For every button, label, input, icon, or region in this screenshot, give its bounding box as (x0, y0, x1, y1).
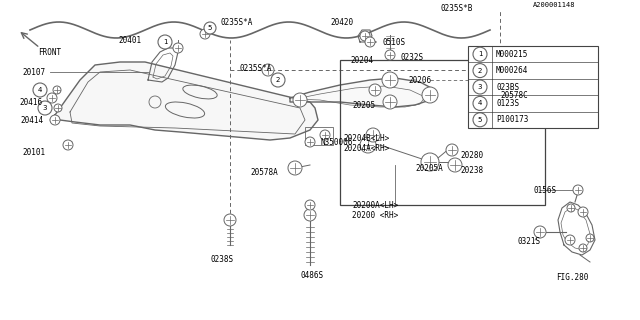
Text: 3: 3 (43, 105, 47, 111)
Text: 20204: 20204 (350, 55, 373, 65)
Text: 20401: 20401 (118, 36, 141, 44)
Text: P100173: P100173 (496, 115, 529, 124)
Text: 20205: 20205 (352, 100, 375, 109)
Text: 0235S*A: 0235S*A (239, 63, 271, 73)
Circle shape (224, 214, 236, 226)
Text: M000215: M000215 (496, 50, 529, 59)
Text: 20238: 20238 (460, 165, 483, 174)
Circle shape (567, 204, 575, 212)
Text: 023BS: 023BS (496, 83, 519, 92)
Circle shape (305, 137, 315, 147)
Text: 0232S: 0232S (400, 52, 423, 61)
Polygon shape (290, 78, 435, 107)
Circle shape (492, 85, 502, 95)
Text: 20578A: 20578A (250, 167, 278, 177)
Circle shape (63, 140, 73, 150)
Text: FRONT: FRONT (38, 47, 61, 57)
Text: 20280: 20280 (460, 150, 483, 159)
Circle shape (204, 22, 216, 34)
Circle shape (304, 209, 316, 221)
Circle shape (288, 161, 302, 175)
Circle shape (383, 95, 397, 109)
Text: 20578C: 20578C (500, 91, 528, 100)
Text: 1: 1 (163, 39, 167, 45)
Circle shape (382, 72, 398, 88)
Circle shape (473, 96, 487, 110)
Circle shape (33, 83, 47, 97)
Text: 20204A<RH>: 20204A<RH> (343, 143, 389, 153)
Circle shape (422, 87, 438, 103)
Circle shape (320, 130, 330, 140)
Circle shape (262, 64, 274, 76)
Circle shape (448, 158, 462, 172)
Circle shape (473, 64, 487, 78)
Circle shape (421, 153, 439, 171)
Bar (468, 46, 598, 128)
Circle shape (446, 144, 458, 156)
Bar (305, 127, 333, 145)
Text: 20107: 20107 (22, 68, 45, 76)
Circle shape (473, 80, 487, 94)
Text: 5: 5 (208, 25, 212, 31)
Circle shape (360, 137, 376, 153)
Text: 5: 5 (478, 117, 482, 123)
Circle shape (573, 185, 583, 195)
Circle shape (305, 200, 315, 210)
Circle shape (586, 234, 594, 242)
Text: 0321S: 0321S (518, 237, 541, 246)
Text: 1: 1 (477, 51, 483, 57)
Bar (340, 60, 545, 205)
Circle shape (579, 244, 587, 252)
Text: 2: 2 (478, 68, 482, 74)
Text: 20206: 20206 (408, 76, 431, 84)
Circle shape (473, 113, 487, 127)
Text: 0510S: 0510S (382, 37, 405, 46)
Circle shape (473, 47, 487, 61)
Circle shape (369, 84, 381, 96)
Text: 20205A: 20205A (415, 164, 443, 172)
Text: 0156S: 0156S (534, 186, 557, 195)
Circle shape (293, 93, 307, 107)
Text: N350006: N350006 (320, 138, 353, 147)
Text: 20420: 20420 (330, 18, 353, 27)
Circle shape (365, 37, 375, 47)
Polygon shape (55, 62, 318, 140)
Text: 4: 4 (38, 87, 42, 93)
Circle shape (366, 128, 380, 142)
Text: 20200A<LH>: 20200A<LH> (352, 201, 398, 210)
Text: 20414: 20414 (20, 116, 43, 124)
Text: FIG.280: FIG.280 (556, 273, 588, 282)
Text: 0235S*B: 0235S*B (440, 4, 472, 12)
Text: 0238S: 0238S (210, 255, 233, 265)
Text: 0235S*A: 0235S*A (220, 18, 252, 27)
Circle shape (385, 50, 395, 60)
Circle shape (565, 235, 575, 245)
Circle shape (158, 35, 172, 49)
Text: 20416: 20416 (19, 98, 42, 107)
Circle shape (50, 115, 60, 125)
Text: 3: 3 (477, 84, 483, 90)
Text: 20101: 20101 (22, 148, 45, 156)
Text: A200001148: A200001148 (532, 2, 575, 8)
Text: 20204B<LH>: 20204B<LH> (343, 133, 389, 142)
Circle shape (38, 101, 52, 115)
Circle shape (47, 93, 57, 103)
Circle shape (360, 31, 370, 41)
Circle shape (578, 207, 588, 217)
Circle shape (200, 29, 210, 39)
Circle shape (271, 73, 285, 87)
Text: 20200 <RH>: 20200 <RH> (352, 211, 398, 220)
Text: M000264: M000264 (496, 66, 529, 75)
Circle shape (53, 86, 61, 94)
Text: 2: 2 (276, 77, 280, 83)
Text: 4: 4 (478, 100, 482, 106)
Circle shape (54, 104, 62, 112)
Circle shape (534, 226, 546, 238)
Circle shape (173, 43, 183, 53)
Text: 0123S: 0123S (496, 99, 519, 108)
Text: 0486S: 0486S (300, 270, 323, 279)
